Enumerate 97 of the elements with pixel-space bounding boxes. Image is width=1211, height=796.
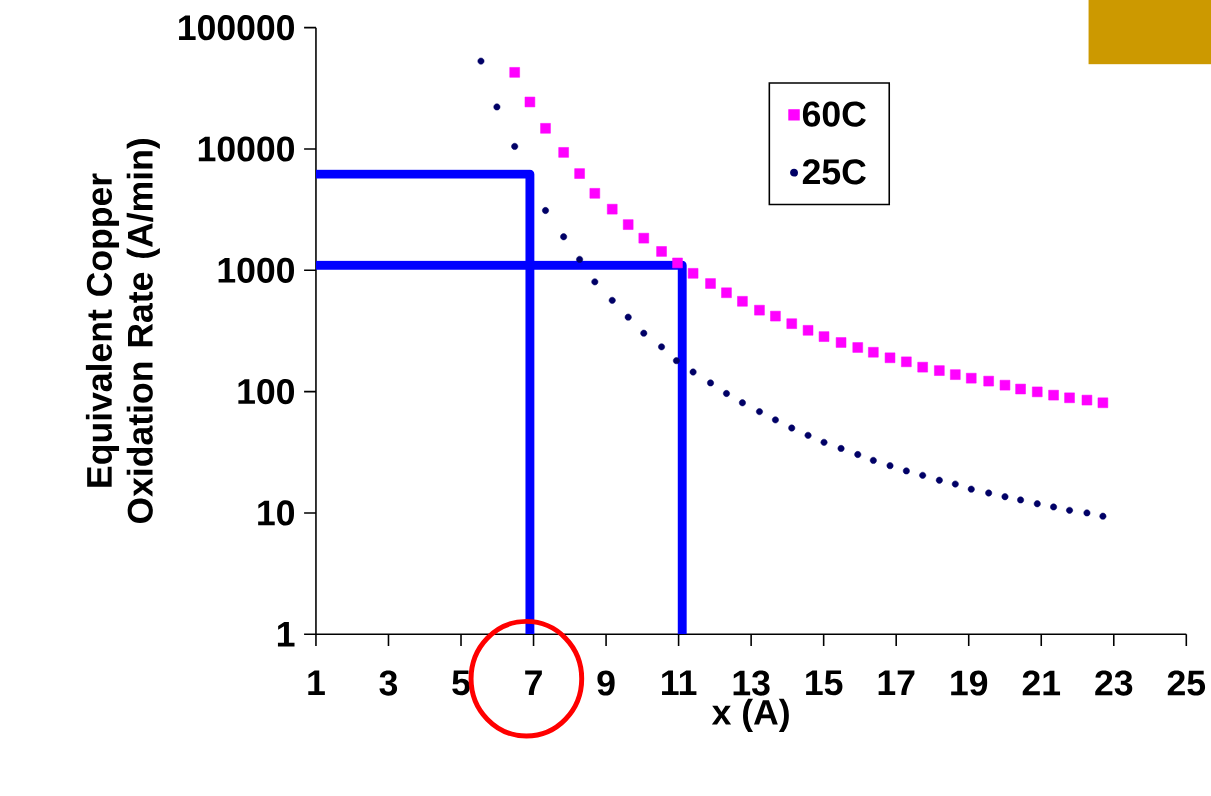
point — [999, 379, 1011, 391]
x-tick-label: 13 — [733, 670, 770, 696]
point — [542, 206, 549, 214]
point — [1064, 392, 1075, 403]
y-tick-label: 100000 — [179, 14, 295, 41]
x-tick-label: 21 — [1022, 670, 1061, 696]
point — [966, 372, 977, 384]
x-tick-label: 3 — [379, 670, 398, 696]
point — [1048, 389, 1059, 401]
point — [689, 368, 697, 376]
point — [738, 399, 746, 407]
point — [985, 489, 993, 497]
point — [983, 375, 994, 387]
y-tick-label: 1 — [277, 621, 295, 647]
point — [591, 278, 599, 286]
x-tick-label: 11 — [662, 670, 697, 695]
point — [658, 343, 665, 351]
point — [951, 480, 959, 488]
y-tick-label: 10000 — [198, 136, 295, 162]
point — [772, 416, 779, 424]
point — [509, 67, 520, 78]
point — [574, 168, 585, 179]
legend-label: 60C — [802, 101, 866, 127]
point — [524, 96, 536, 108]
point — [540, 122, 551, 134]
x-tick-label: 19 — [951, 670, 988, 696]
x-tick-label: 1 — [308, 670, 325, 695]
y-tick-label: 10 — [258, 500, 295, 526]
point — [672, 257, 683, 269]
point — [640, 329, 648, 337]
point — [511, 142, 519, 150]
point — [737, 295, 748, 307]
x-tick-label: 9 — [597, 670, 615, 696]
x-axis-title: x (A) — [711, 698, 789, 732]
point — [1017, 496, 1025, 504]
point — [835, 337, 847, 348]
point — [788, 424, 796, 432]
point — [786, 318, 797, 329]
point — [967, 485, 975, 493]
point — [638, 232, 649, 244]
point — [935, 476, 943, 484]
point — [1066, 506, 1073, 514]
point — [723, 389, 730, 397]
point — [589, 187, 601, 199]
point — [721, 287, 732, 298]
point — [934, 365, 945, 376]
point — [756, 408, 763, 415]
point — [884, 352, 896, 363]
point — [1099, 512, 1107, 520]
x-tick-label: 15 — [806, 670, 843, 696]
point — [919, 471, 927, 479]
point — [869, 456, 877, 464]
point — [837, 444, 845, 452]
point — [705, 278, 716, 289]
point — [707, 379, 714, 387]
point — [804, 431, 812, 439]
y-axis-title: Equivalent Copper Oxidation Rate (A/min) — [85, 138, 160, 523]
y-tick-label: 100 — [238, 378, 295, 405]
point — [576, 255, 584, 263]
point — [902, 467, 910, 475]
point — [1015, 383, 1026, 395]
point — [1050, 503, 1058, 511]
point — [818, 331, 830, 342]
point — [1081, 394, 1093, 406]
point — [820, 438, 828, 446]
point — [1083, 509, 1091, 517]
x-tick-label: 7 — [525, 670, 542, 695]
point — [1033, 500, 1041, 508]
point — [493, 103, 501, 111]
point — [673, 357, 680, 364]
point — [868, 346, 879, 358]
point — [607, 203, 618, 215]
point — [770, 310, 781, 322]
y-tick-label: 1000 — [218, 257, 295, 283]
x-tick-label: 25 — [1167, 670, 1206, 696]
point — [622, 219, 634, 230]
point — [477, 57, 485, 65]
point — [608, 296, 616, 304]
x-tick-label: 17 — [878, 670, 915, 695]
point — [1032, 386, 1043, 397]
point — [1097, 397, 1109, 408]
point — [854, 450, 862, 458]
point — [852, 342, 863, 353]
point — [950, 369, 961, 380]
point — [656, 246, 667, 257]
x-tick-label: 23 — [1095, 670, 1133, 696]
point — [687, 267, 699, 279]
point — [1001, 493, 1009, 501]
point — [560, 233, 568, 241]
legend-label: 25C — [802, 159, 866, 185]
point — [754, 304, 765, 316]
point — [802, 324, 814, 336]
point — [624, 313, 632, 321]
point — [558, 147, 569, 158]
point — [886, 462, 894, 470]
point — [901, 356, 912, 367]
point — [917, 361, 928, 373]
